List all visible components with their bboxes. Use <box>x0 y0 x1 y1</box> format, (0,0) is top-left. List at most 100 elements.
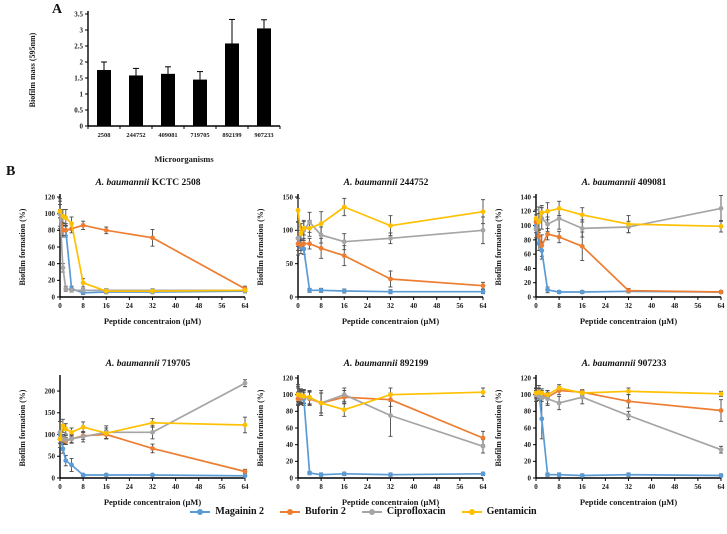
bar-chart-svg: 0 0.5 1 1.5 2 2.5 3 3.5 Microorganisms Biofilm ma… <box>28 10 281 164</box>
svg-text:32: 32 <box>387 302 395 310</box>
svg-text:8: 8 <box>319 483 323 491</box>
svg-text:40: 40 <box>410 302 418 310</box>
svg-text:0: 0 <box>80 122 84 130</box>
svg-text:0.5: 0.5 <box>74 106 83 114</box>
svg-text:907233: 907233 <box>254 132 273 139</box>
strain-name: 244752 <box>399 178 429 188</box>
line-marker-icon <box>280 508 301 516</box>
svg-text:64: 64 <box>242 483 250 491</box>
chart-title: A. baumannii 719705 <box>42 357 254 371</box>
svg-text:2.5: 2.5 <box>74 42 83 50</box>
svg-text:0: 0 <box>58 483 62 491</box>
svg-text:120: 120 <box>45 193 56 201</box>
svg-text:719705: 719705 <box>190 132 209 139</box>
svg-text:0: 0 <box>534 483 538 491</box>
svg-text:32: 32 <box>625 302 633 310</box>
svg-text:120: 120 <box>521 208 532 216</box>
svg-text:40: 40 <box>286 441 294 449</box>
svg-text:24: 24 <box>602 483 610 491</box>
svg-text:Peptide concentraion (μM): Peptide concentraion (μM) <box>104 497 202 507</box>
svg-text:892199: 892199 <box>222 132 241 139</box>
legend-item-gentamicin: Gentamicin <box>461 506 537 517</box>
panel-a-label: A <box>52 2 63 17</box>
species-name: A. baumannii <box>343 359 398 369</box>
svg-text:20: 20 <box>524 279 532 287</box>
svg-text:16: 16 <box>341 483 349 491</box>
svg-text:40: 40 <box>172 302 180 310</box>
svg-text:200: 200 <box>45 387 56 395</box>
svg-text:16: 16 <box>103 483 111 491</box>
svg-text:Biofilm formation (%): Biofilm formation (%) <box>256 389 265 466</box>
svg-text:120: 120 <box>521 374 532 382</box>
strain-name: 892199 <box>399 359 429 369</box>
svg-text:Biofilm mass (595nm): Biofilm mass (595nm) <box>28 32 37 107</box>
svg-text:0: 0 <box>290 293 294 301</box>
svg-text:56: 56 <box>218 483 226 491</box>
svg-text:40: 40 <box>524 265 532 273</box>
legend-label: Buforin 2 <box>305 506 346 517</box>
chart-title: A. baumannii 907233 <box>518 357 727 371</box>
svg-text:16: 16 <box>579 483 587 491</box>
line-chart-svg-719705: 0 50 100 150 200 Peptide concentraion (μM) Bio… <box>18 375 250 507</box>
svg-text:20: 20 <box>48 277 56 285</box>
svg-text:Biofilm formation (%): Biofilm formation (%) <box>256 208 265 285</box>
svg-text:0: 0 <box>52 474 56 482</box>
svg-text:32: 32 <box>149 483 157 491</box>
svg-text:100: 100 <box>45 431 56 439</box>
svg-text:80: 80 <box>524 408 532 416</box>
svg-text:32: 32 <box>387 483 395 491</box>
strain-name: 409081 <box>637 178 667 188</box>
svg-text:50: 50 <box>286 260 294 268</box>
svg-text:Peptide concentraion (μM): Peptide concentraion (μM) <box>342 316 440 326</box>
svg-text:80: 80 <box>524 236 532 244</box>
chart-legend: Magainin 2 Buforin 2 Ciprofloxacin Genta… <box>0 506 727 517</box>
svg-text:20: 20 <box>286 458 294 466</box>
svg-text:64: 64 <box>242 302 250 310</box>
svg-text:40: 40 <box>172 483 180 491</box>
svg-text:24: 24 <box>364 302 372 310</box>
species-name: A. baumannii <box>343 178 398 188</box>
svg-text:24: 24 <box>602 302 610 310</box>
svg-text:56: 56 <box>694 483 702 491</box>
strain-name: 907233 <box>637 359 667 369</box>
line-marker-icon <box>190 508 211 516</box>
svg-text:60: 60 <box>524 424 532 432</box>
svg-text:8: 8 <box>81 302 85 310</box>
svg-text:0: 0 <box>296 302 300 310</box>
svg-text:56: 56 <box>456 302 464 310</box>
svg-text:1.5: 1.5 <box>74 74 83 82</box>
chart-cell-244752: A. baumannii 244752 0 50 100 150 Peptide con… <box>254 176 492 331</box>
svg-text:Peptide concentraion (μM): Peptide concentraion (μM) <box>580 316 678 326</box>
legend-label: Magainin 2 <box>215 506 265 517</box>
svg-text:2508: 2508 <box>98 132 111 139</box>
svg-text:60: 60 <box>48 243 56 251</box>
line-chart-svg-244752: 0 50 100 150 Peptide concentraion (μM) Biofil… <box>256 193 488 326</box>
svg-text:150: 150 <box>283 193 294 201</box>
svg-text:100: 100 <box>45 210 56 218</box>
panel-b-label: B <box>6 164 16 179</box>
species-name: A. baumannii <box>95 178 150 188</box>
line-marker-icon <box>461 508 482 516</box>
chart-title: A. baumannii 892199 <box>280 357 492 371</box>
svg-text:0: 0 <box>534 302 538 310</box>
svg-text:2: 2 <box>80 58 84 66</box>
svg-text:0: 0 <box>528 474 532 482</box>
svg-text:24: 24 <box>126 302 134 310</box>
svg-text:56: 56 <box>456 483 464 491</box>
svg-text:48: 48 <box>195 483 203 491</box>
legend-item-ciprofloxacin: Ciprofloxacin <box>361 506 446 517</box>
svg-text:64: 64 <box>480 302 488 310</box>
svg-text:48: 48 <box>195 302 203 310</box>
svg-text:140: 140 <box>521 193 532 201</box>
chart-title: A. baumannii KCTC 2508 <box>42 176 254 190</box>
svg-text:244752: 244752 <box>126 132 145 139</box>
chart-cell-kctc2508: A. baumannii KCTC 2508 0 20 40 60 80 100 120 Pe… <box>16 176 254 331</box>
svg-text:8: 8 <box>557 483 561 491</box>
svg-text:Biofilm formation (%): Biofilm formation (%) <box>494 208 503 285</box>
svg-text:40: 40 <box>48 260 56 268</box>
chart-title: A. baumannii 244752 <box>280 176 492 190</box>
species-name: A. baumannii <box>105 359 160 369</box>
